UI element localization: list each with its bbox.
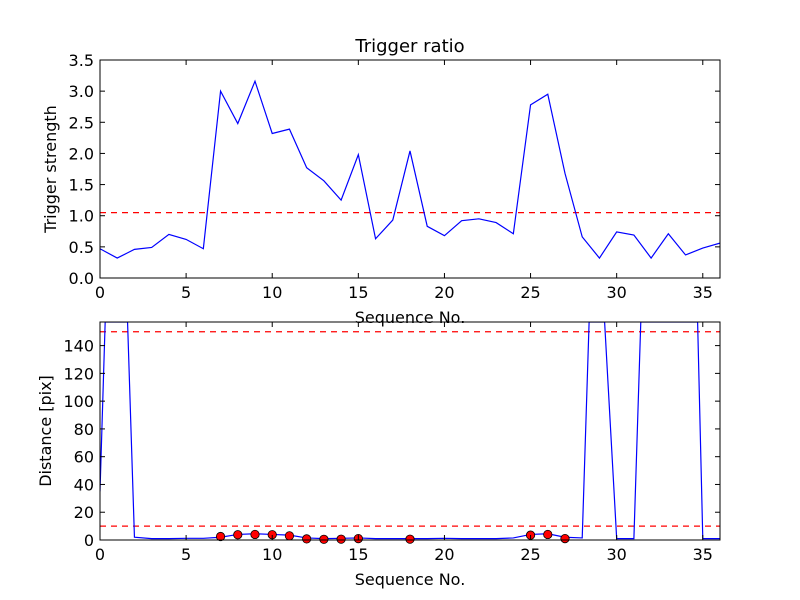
bottom-x-tick-label-7: 35 <box>693 545 713 564</box>
bottom-y-tick-label-4: 80 <box>74 420 94 439</box>
top-x-tick-label-2: 10 <box>262 283 282 302</box>
bottom-series-line-0 <box>100 322 720 540</box>
bottom-y-tick-label-1: 20 <box>74 503 94 522</box>
top-x-axis-label: Sequence No. <box>355 308 466 327</box>
top-x-tick-label-3: 15 <box>348 283 368 302</box>
bottom-y-tick-label-0: 0 <box>84 531 94 550</box>
trigger-ratio-panel: Trigger ratio Sequence No. Trigger stren… <box>41 36 721 327</box>
top-x-tick-label-1: 5 <box>181 283 191 302</box>
bottom-data-point-7 <box>336 534 346 544</box>
bottom-y-tick-label-2: 40 <box>74 475 94 494</box>
bottom-x-tick-label-0: 0 <box>95 545 105 564</box>
chart-title: Trigger ratio <box>354 36 464 57</box>
bottom-x-tick-label-1: 5 <box>181 545 191 564</box>
bottom-data-point-11 <box>543 529 553 540</box>
top-y-tick-label-3: 1.5 <box>69 176 94 195</box>
bottom-y-tick-label-6: 120 <box>63 364 94 383</box>
bottom-data-point-5 <box>302 534 312 544</box>
bottom-x-axis-label: Sequence No. <box>355 570 466 589</box>
bottom-data-point-2 <box>250 529 260 540</box>
bottom-y-tick-label-7: 140 <box>63 337 94 356</box>
top-x-tick-label-5: 25 <box>520 283 540 302</box>
bottom-y-tick-label-5: 100 <box>63 392 94 411</box>
top-y-tick-label-1: 0.5 <box>69 238 94 257</box>
bottom-x-tick-label-2: 10 <box>262 545 282 564</box>
bottom-data-point-6 <box>319 534 329 544</box>
bottom-y-axis-label: Distance [pix] <box>36 375 55 487</box>
top-y-tick-label-5: 2.5 <box>69 113 94 132</box>
top-x-tick-label-7: 35 <box>693 283 713 302</box>
bottom-data-point-4 <box>284 531 295 541</box>
bottom-data-point-12 <box>560 534 570 544</box>
bottom-x-tick-label-3: 15 <box>348 545 368 564</box>
bottom-x-tick-label-6: 30 <box>606 545 626 564</box>
top-series-line-0 <box>100 79 720 260</box>
top-y-tick-label-2: 1.0 <box>69 207 94 226</box>
bottom-x-tick-label-4: 20 <box>434 545 454 564</box>
bottom-axes-frame <box>99 321 721 541</box>
bottom-data-point-1 <box>233 530 243 540</box>
top-x-tick-label-0: 0 <box>95 283 105 302</box>
top-x-tick-label-4: 20 <box>434 283 454 302</box>
bottom-data-point-0 <box>215 531 226 542</box>
top-y-tick-label-6: 3.0 <box>69 82 94 101</box>
bottom-x-tick-label-5: 25 <box>520 545 540 564</box>
top-x-tick-label-6: 30 <box>606 283 626 302</box>
top-y-tick-label-7: 3.5 <box>69 51 94 70</box>
top-axes-frame <box>99 59 721 279</box>
bottom-data-point-9 <box>405 534 415 544</box>
top-y-tick-label-4: 2.0 <box>69 144 94 163</box>
top-y-axis-label: Trigger strength <box>41 105 60 234</box>
bottom-y-tick-label-3: 60 <box>74 448 94 467</box>
distance-panel: Sequence No. Distance [pix] 0 5 10 15 20 25 30… <box>36 321 721 589</box>
top-y-tick-label-0: 0.0 <box>69 269 94 288</box>
